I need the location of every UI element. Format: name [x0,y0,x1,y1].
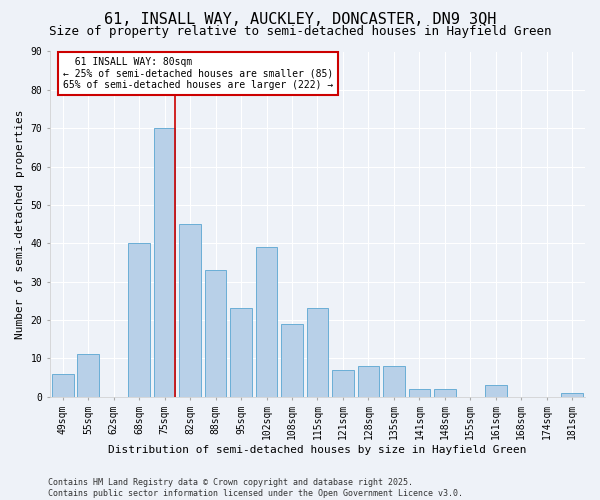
Bar [409,389,430,396]
Bar [52,374,74,396]
Text: 61, INSALL WAY, AUCKLEY, DONCASTER, DN9 3QH: 61, INSALL WAY, AUCKLEY, DONCASTER, DN9 … [104,12,496,28]
Text: 61 INSALL WAY: 80sqm
← 25% of semi-detached houses are smaller (85)
65% of semi-: 61 INSALL WAY: 80sqm ← 25% of semi-detac… [63,58,334,90]
Bar [281,324,303,396]
Bar [128,243,150,396]
Bar [307,308,328,396]
Bar [230,308,252,396]
Bar [434,389,455,396]
X-axis label: Distribution of semi-detached houses by size in Hayfield Green: Distribution of semi-detached houses by … [108,445,527,455]
Bar [562,392,583,396]
Bar [154,128,175,396]
Bar [77,354,99,397]
Bar [205,270,226,396]
Bar [256,247,277,396]
Bar [485,385,506,396]
Y-axis label: Number of semi-detached properties: Number of semi-detached properties [15,110,25,339]
Text: Contains HM Land Registry data © Crown copyright and database right 2025.
Contai: Contains HM Land Registry data © Crown c… [48,478,463,498]
Text: Size of property relative to semi-detached houses in Hayfield Green: Size of property relative to semi-detach… [49,25,551,38]
Bar [179,224,201,396]
Bar [332,370,354,396]
Bar [383,366,405,396]
Bar [358,366,379,396]
